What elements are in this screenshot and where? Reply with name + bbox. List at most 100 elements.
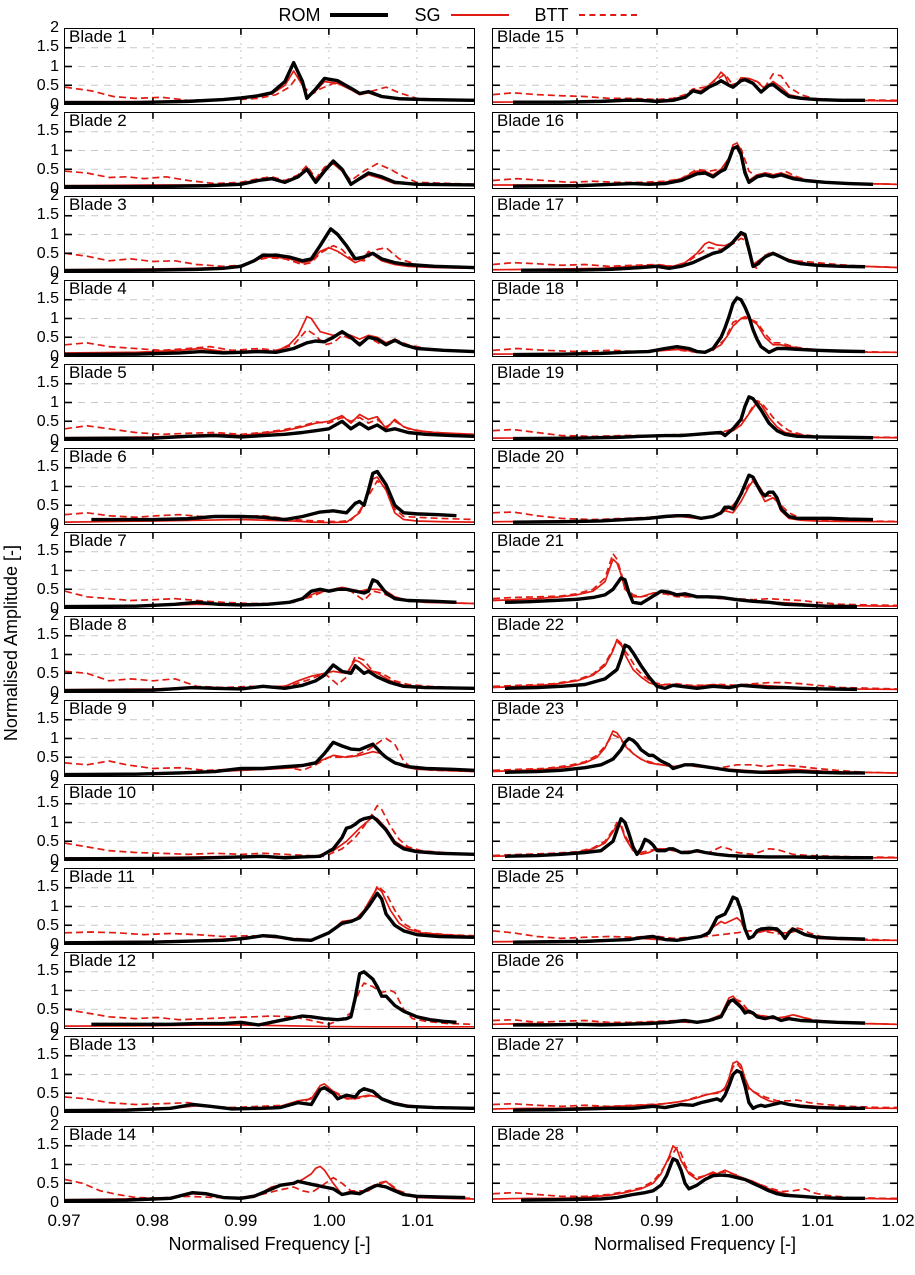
y-tick-label: 0	[50, 348, 59, 365]
plot-area-blade-10: Blade 10	[64, 783, 475, 861]
y-tick-label: 0.5	[36, 76, 59, 94]
blade-label: Blade 21	[497, 531, 565, 550]
plot-area-blade-11: Blade 11	[64, 867, 475, 945]
plot-area-blade-24: Blade 24	[492, 783, 898, 861]
rom-series-line	[513, 80, 865, 102]
y-tick-label: 0.5	[36, 244, 59, 262]
y-tick-label: 0.5	[36, 580, 59, 598]
sg-series-line	[493, 1061, 897, 1109]
chart-grid: Normalised Amplitude [-] 2 1.5 1 0.5 0 Blade …	[0, 20, 915, 1258]
y-tick-label: 0.5	[36, 328, 59, 346]
y-tick-label: 1.5	[36, 1046, 59, 1064]
btt-series-line	[65, 162, 474, 185]
subplot-column-left: 2 1.5 1 0.5 0 Blade 1 2 1.5 1 0.5 0 Blade 2 2 1.5 1 0.5…	[22, 20, 475, 1258]
subplot-blade-15: Blade 15	[492, 27, 898, 105]
rom-line-sample-icon	[330, 13, 389, 17]
rom-series-line	[65, 161, 474, 187]
sg-series-line	[65, 752, 474, 775]
x-tick-label: 1.00	[312, 1211, 346, 1230]
subplot-blade-22: Blade 22	[492, 615, 898, 693]
btt-series-line	[65, 806, 474, 857]
x-tick-label: 0.98	[559, 1211, 593, 1230]
subplot-blade-28: Blade 28	[492, 1125, 898, 1203]
y-tick-label: 0.5	[36, 160, 59, 178]
y-tick-label: 1.5	[36, 38, 59, 56]
rom-series-line	[505, 578, 857, 607]
subplot-blade-14: 2 1.5 1 0.5 0 Blade 14	[22, 1118, 475, 1211]
legend-item-rom: ROM	[278, 5, 389, 26]
subplot-blade-13: 2 1.5 1 0.5 0 Blade 13	[22, 1028, 475, 1121]
plot-area-blade-12: Blade 12	[64, 951, 475, 1029]
rom-series-line	[513, 1071, 865, 1110]
plot-area-blade-25: Blade 25	[492, 867, 898, 945]
btt-series-line	[493, 479, 897, 521]
btt-series-line	[493, 401, 897, 438]
y-tick-label: 1	[50, 729, 59, 747]
btt-series-line	[493, 735, 897, 773]
y-tick-label: 0	[50, 432, 59, 449]
btt-series-line	[493, 823, 897, 858]
btt-series-line	[65, 246, 474, 269]
y-tick-label: 1	[50, 309, 59, 327]
plot-area-blade-17: Blade 17	[492, 195, 898, 273]
blade-label: Blade 28	[497, 1125, 565, 1144]
sg-series-line	[493, 640, 897, 690]
blade-label: Blade 20	[497, 447, 565, 466]
subplot-blade-10: 2 1.5 1 0.5 0 Blade 10	[22, 776, 475, 869]
subplot-blade-1: 2 1.5 1 0.5 0 Blade 1	[22, 20, 475, 113]
y-tick-label: 1	[50, 645, 59, 663]
x-axis-title-right: Normalised Frequency [-]	[593, 1234, 797, 1254]
y-tick-label: 2	[50, 187, 59, 204]
rom-series-line	[505, 645, 857, 689]
btt-series-line	[493, 641, 897, 689]
blade-label: Blade 14	[69, 1125, 137, 1144]
subplot-blade-8: 2 1.5 1 0.5 0 Blade 8	[22, 608, 475, 701]
y-tick-label: 1.5	[36, 710, 59, 728]
y-tick-labels: 2 1.5 1 0.5 0	[22, 608, 64, 701]
rom-series-line	[513, 147, 873, 186]
sg-series-line	[493, 143, 897, 185]
btt-series-line	[493, 1148, 897, 1199]
rom-series-line	[65, 421, 474, 438]
y-tick-label: 0	[50, 768, 59, 785]
y-tick-label: 1.5	[36, 542, 59, 560]
y-tick-label: 1.5	[36, 626, 59, 644]
y-tick-label: 1.5	[36, 290, 59, 308]
plot-area-blade-28: Blade 28	[492, 1125, 898, 1203]
btt-series-line	[65, 481, 474, 522]
plot-area-blade-7: Blade 7	[64, 531, 475, 609]
y-tick-labels: 2 1.5 1 0.5 0	[22, 272, 64, 365]
rom-series-line	[513, 897, 865, 942]
rom-series-line	[65, 742, 474, 774]
blade-label: Blade 3	[69, 195, 127, 214]
plot-area-blade-19: Blade 19	[492, 363, 898, 441]
subplot-blade-25: Blade 25	[492, 867, 898, 945]
btt-series-line	[65, 983, 474, 1024]
rom-series-line	[521, 233, 865, 271]
subplot-blade-19: Blade 19	[492, 363, 898, 441]
subplot-blade-12: 2 1.5 1 0.5 0 Blade 12	[22, 944, 475, 1037]
rom-series-line	[513, 397, 873, 439]
y-tick-label: 0	[50, 936, 59, 953]
plot-area-blade-23: Blade 23	[492, 699, 898, 777]
plot-area-blade-5: Blade 5	[64, 363, 475, 441]
blade-label: Blade 8	[69, 615, 127, 634]
plot-area-blade-27: Blade 27	[492, 1035, 898, 1113]
subplot-blade-3: 2 1.5 1 0.5 0 Blade 3	[22, 188, 475, 281]
blade-label: Blade 1	[69, 27, 127, 46]
rom-series-line	[513, 1000, 865, 1025]
subplot-blade-21: Blade 21	[492, 531, 898, 609]
y-tick-label: 2	[50, 271, 59, 288]
btt-series-line	[65, 1178, 474, 1199]
y-tick-labels: 2 1.5 1 0.5 0	[22, 692, 64, 785]
y-tick-label: 0	[50, 852, 59, 869]
subplot-blade-27: Blade 27	[492, 1035, 898, 1113]
x-tick-label: 1.01	[801, 1211, 835, 1230]
y-tick-label: 0.5	[36, 1174, 59, 1192]
y-tick-labels: 2 1.5 1 0.5 0	[22, 188, 64, 281]
y-tick-label: 2	[50, 691, 59, 708]
plot-area-blade-6: Blade 6	[64, 447, 475, 525]
y-tick-label: 0	[50, 264, 59, 281]
subplot-blade-9: 2 1.5 1 0.5 0 Blade 9	[22, 692, 475, 785]
y-tick-labels: 2 1.5 1 0.5 0	[22, 104, 64, 197]
